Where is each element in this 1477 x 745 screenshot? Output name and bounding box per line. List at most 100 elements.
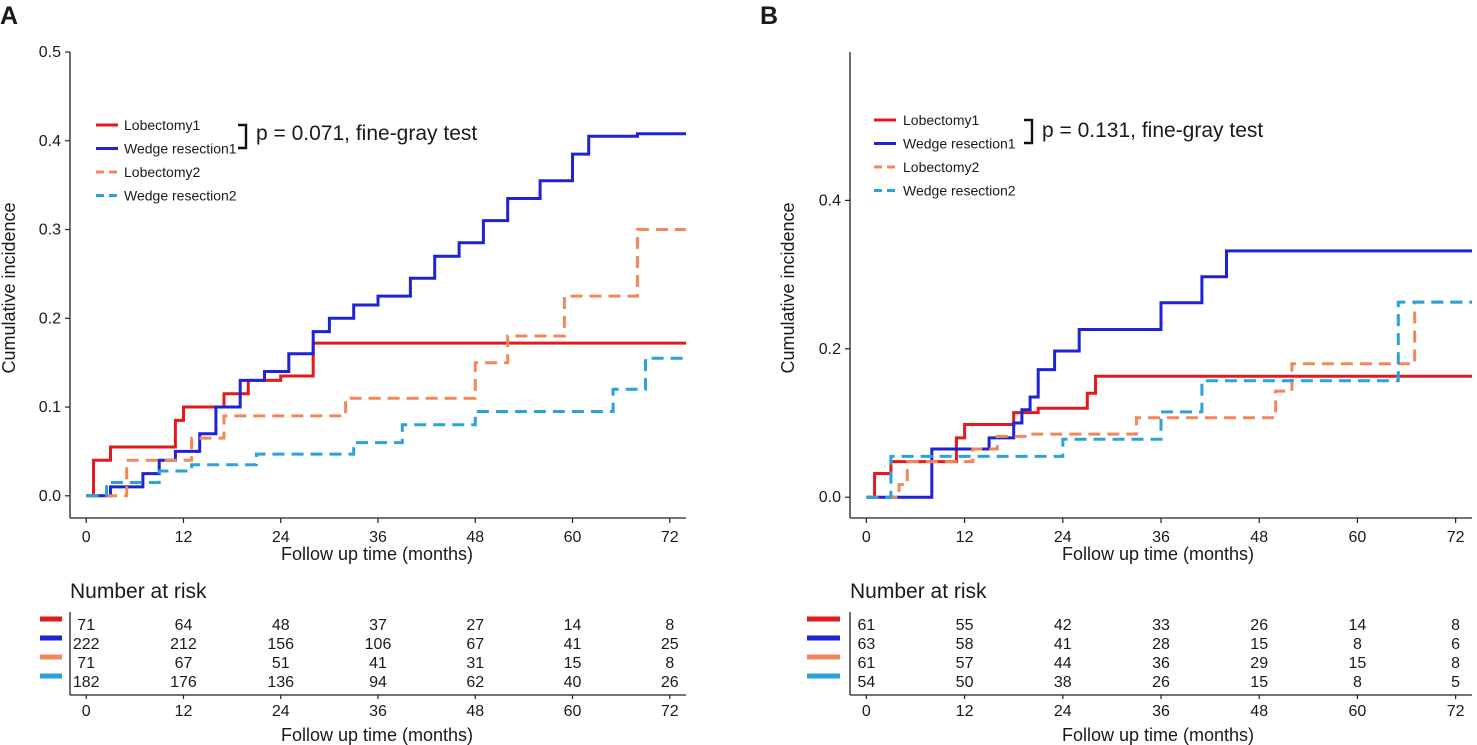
risk-x-tick-label: 60: [564, 703, 582, 720]
risk-table-cell: 94: [369, 674, 387, 691]
risk-x-tick-label: 72: [1447, 703, 1465, 720]
legend-entry-label: Lobectomy1: [903, 112, 979, 128]
risk-table-cell: 41: [369, 655, 387, 672]
legend-entry-label: Lobectomy1: [124, 117, 200, 133]
risk-table-cell: 33: [1152, 617, 1170, 634]
x-tick-label: 72: [1447, 529, 1465, 546]
risk-table-cell: 41: [1054, 636, 1072, 653]
series-line-wedge-resection2: [866, 300, 1472, 499]
legend-entry-label: Wedge resection2: [124, 188, 237, 204]
risk-table-cell: 136: [267, 674, 294, 691]
legend-entry-label: Wedge resection2: [903, 183, 1016, 199]
series-line-wedge-resection2: [86, 356, 686, 498]
risk-x-tick-label: 60: [1349, 703, 1367, 720]
risk-table-cell: 8: [1353, 636, 1362, 653]
risk-table-cell: 44: [1054, 655, 1072, 672]
risk-table-cell: 8: [1451, 617, 1460, 634]
risk-table-cell: 6: [1451, 636, 1460, 653]
risk-table-cell: 28: [1152, 636, 1170, 653]
x-tick-label: 0: [862, 529, 871, 546]
risk-table-cell: 40: [564, 674, 582, 691]
legend-entry-label: Lobectomy2: [903, 159, 979, 175]
legend-entry-label: Wedge resection1: [124, 141, 237, 157]
risk-table-cell: 15: [1349, 655, 1367, 672]
risk-table-cell: 26: [1250, 617, 1268, 634]
x-tick-label: 60: [564, 529, 582, 546]
risk-table-cell: 25: [661, 636, 679, 653]
risk-table-cell: 51: [272, 655, 290, 672]
risk-table-x-axis-label: Follow up time (months): [1062, 725, 1254, 745]
risk-x-tick-label: 12: [956, 703, 974, 720]
series-line-wedge-resection1: [866, 249, 1472, 499]
risk-table-cell: 37: [369, 617, 387, 634]
risk-table-cell: 14: [1349, 617, 1367, 634]
risk-table-cell: 36: [1152, 655, 1170, 672]
risk-table-cell: 222: [73, 636, 100, 653]
x-tick-label: 36: [1152, 529, 1170, 546]
risk-table-cell: 63: [857, 636, 875, 653]
series-line-wedge-resection1: [86, 132, 686, 498]
series-line-lobectomy2: [866, 300, 1472, 499]
risk-table-cell: 14: [564, 617, 582, 634]
risk-x-tick-label: 48: [1250, 703, 1268, 720]
risk-table-cell: 26: [661, 674, 679, 691]
y-tick-label: 0.5: [39, 44, 61, 61]
panel-a: A Cumulative incidence Follow up time (m…: [0, 2, 686, 745]
series-line-lobectomy1: [866, 374, 1472, 499]
legend-entry-label: Lobectomy2: [124, 164, 200, 180]
y-tick-label: 0.0: [39, 488, 61, 505]
panel-b: B Cumulative incidence Follow up time (m…: [760, 2, 1472, 745]
risk-x-tick-label: 0: [862, 703, 871, 720]
risk-table-cell: 71: [77, 617, 95, 634]
risk-table-cell: 8: [1451, 655, 1460, 672]
x-tick-label: 60: [1349, 529, 1367, 546]
panel-label-a: A: [0, 2, 18, 30]
y-tick-label: 0.3: [39, 222, 61, 239]
y-axis-label: Cumulative incidence: [778, 202, 798, 373]
risk-table-cell: 15: [1250, 674, 1268, 691]
x-tick-label: 36: [369, 529, 387, 546]
series-line-lobectomy2: [86, 228, 686, 498]
risk-x-tick-label: 12: [175, 703, 193, 720]
x-axis-label: Follow up time (months): [281, 544, 473, 564]
risk-table-cell: 27: [466, 617, 484, 634]
risk-table-cell: 48: [272, 617, 290, 634]
x-tick-label: 48: [1250, 529, 1268, 546]
risk-table-cell: 15: [1250, 636, 1268, 653]
risk-table-cell: 5: [1451, 674, 1460, 691]
risk-x-tick-label: 36: [1152, 703, 1170, 720]
risk-table-cell: 61: [857, 655, 875, 672]
y-tick-label: 0.4: [39, 133, 61, 150]
p-value-annotation: p = 0.131, fine-gray test: [1042, 119, 1263, 142]
risk-table-cell: 8: [665, 617, 674, 634]
risk-table-cell: 67: [466, 636, 484, 653]
y-tick-label: 0.2: [819, 341, 841, 358]
risk-table-cell: 58: [956, 636, 974, 653]
panel-label-b: B: [760, 2, 778, 30]
risk-table-cell: 64: [175, 617, 193, 634]
legend-bracket: [1024, 118, 1034, 145]
risk-table-cell: 67: [175, 655, 193, 672]
risk-table-cell: 61: [857, 617, 875, 634]
risk-table-cell: 55: [956, 617, 974, 634]
risk-table-cell: 62: [466, 674, 484, 691]
y-tick-label: 0.0: [819, 489, 841, 506]
x-tick-label: 0: [82, 529, 91, 546]
risk-table-x-axis-label: Follow up time (months): [281, 725, 473, 745]
risk-table-cell: 71: [77, 655, 95, 672]
risk-table-cell: 26: [1152, 674, 1170, 691]
y-axis-label: Cumulative incidence: [0, 202, 19, 373]
risk-x-tick-label: 36: [369, 703, 387, 720]
risk-table-cell: 106: [365, 636, 392, 653]
legend-entry-label: Wedge resection1: [903, 136, 1016, 152]
risk-table-cell: 38: [1054, 674, 1072, 691]
y-tick-label: 0.4: [819, 192, 841, 209]
p-value-annotation: p = 0.071, fine-gray test: [256, 122, 477, 145]
x-tick-label: 48: [466, 529, 484, 546]
risk-table-cell: 212: [170, 636, 197, 653]
risk-table-cell: 41: [564, 636, 582, 653]
risk-table-cell: 8: [665, 655, 674, 672]
x-tick-label: 24: [272, 529, 290, 546]
risk-table-cell: 54: [857, 674, 875, 691]
